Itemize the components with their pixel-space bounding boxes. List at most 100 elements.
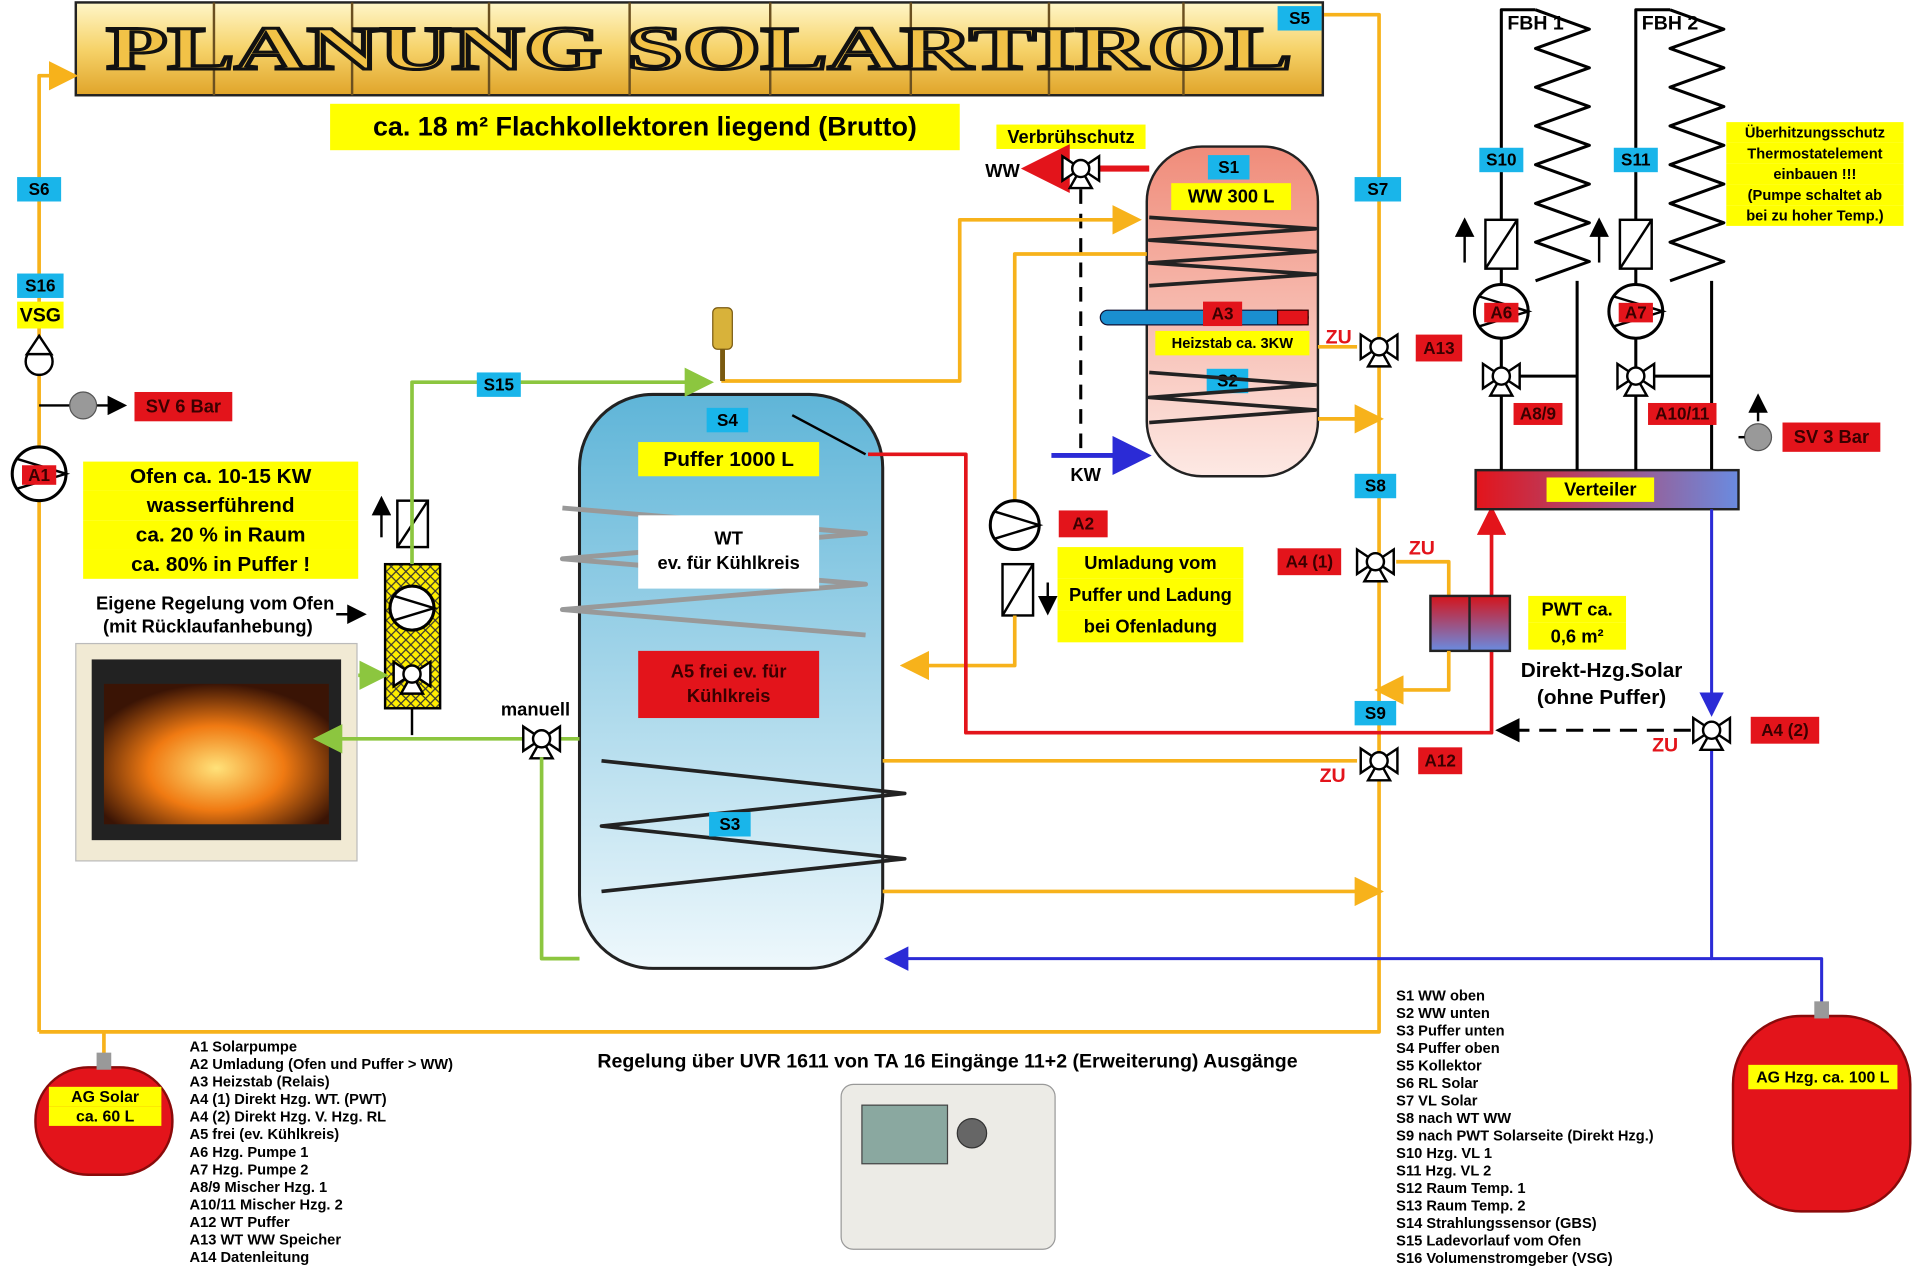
sensor-tag: S6: [29, 180, 50, 199]
output-tag: A2: [1072, 515, 1094, 534]
ww-label: WW: [985, 160, 1020, 181]
legend-item: S11 Hzg. VL 2: [1396, 1164, 1491, 1180]
valve: [1367, 553, 1384, 570]
label: Verbrühschutz: [1007, 126, 1134, 147]
output-tag: A6: [1490, 303, 1512, 322]
wt-label: WT: [714, 528, 743, 549]
legend-item: A10/11 Mischer Hzg. 2: [189, 1197, 342, 1213]
note: Eigene Regelung vom Ofen: [96, 592, 334, 613]
sensor-tag: S7: [1367, 180, 1388, 199]
vessel-cap: [97, 1053, 112, 1070]
legend-item: S6 RL Solar: [1396, 1076, 1478, 1092]
expansion-vessel: [1733, 1016, 1910, 1211]
output-tag: Kühlkreis: [687, 685, 771, 706]
pipe: [542, 757, 580, 958]
sensor-tag: S4: [717, 411, 738, 430]
pipe: [1670, 10, 1724, 281]
legend-item: A2 Umladung (Ofen und Puffer > WW): [189, 1057, 453, 1073]
label: Puffer 1000 L: [663, 448, 794, 471]
legend-item: S16 Volumenstromgeber (VSG): [1396, 1251, 1613, 1267]
heating-diagram: PLANUNG SOLARTIROLca. 18 m² Flachkollekt…: [0, 0, 1917, 1270]
note: Direkt-Hzg.Solar: [1521, 659, 1683, 682]
legend-item: A8/9 Mischer Hzg. 1: [189, 1180, 327, 1196]
legend-item: S10 Hzg. VL 1: [1396, 1146, 1492, 1162]
output-tag: A7: [1625, 303, 1647, 322]
label: Thermostatelement: [1747, 146, 1882, 162]
sensor-tag: S11: [1621, 151, 1651, 170]
label: Überhitzungsschutz: [1745, 125, 1885, 142]
kw-label: KW: [1070, 464, 1101, 485]
air-vent: [713, 308, 733, 350]
legend-item: S15 Ladevorlauf vom Ofen: [1396, 1234, 1581, 1250]
pipe: [1396, 562, 1449, 596]
label: ca. 60 L: [76, 1109, 135, 1126]
legend-item: A12 WT Puffer: [189, 1215, 290, 1231]
label: Heizstab ca. 3KW: [1172, 336, 1294, 352]
valve: [1371, 752, 1388, 769]
circuit-label: FBH 1: [1507, 13, 1564, 35]
sensor-tag: S15: [484, 375, 515, 394]
circuit-label: FBH 2: [1642, 13, 1699, 35]
pump: [990, 501, 1039, 550]
vessel-cap: [1814, 1001, 1829, 1018]
output-tag: SV 3 Bar: [1794, 426, 1869, 447]
label: 0,6 m²: [1551, 625, 1604, 646]
legend-item: A6 Hzg. Pumpe 1: [189, 1145, 308, 1161]
valve: [1371, 338, 1388, 355]
valve: [403, 666, 420, 683]
label: Umladung vom: [1084, 552, 1216, 573]
pump: [390, 586, 434, 630]
output-tag: A1: [28, 466, 50, 485]
legend-item: A14 Datenleitung: [189, 1250, 309, 1266]
sensor-tag: S3: [719, 815, 740, 834]
page: PLANUNG SOLARTIROLca. 18 m² Flachkollekt…: [0, 0, 1917, 1270]
output-tag: A5 frei ev. für: [671, 661, 787, 682]
sensor-tag: S10: [1486, 151, 1516, 170]
output-tag: A4 (1): [1286, 552, 1334, 571]
fire: [104, 684, 329, 824]
label: bei zu hoher Temp.): [1746, 209, 1884, 225]
sensor-tag: S16: [25, 276, 55, 295]
sensor-tag: S2: [1217, 372, 1238, 391]
zu-label: ZU: [1652, 734, 1678, 756]
output-tag: A8/9: [1520, 405, 1556, 424]
legend-item: S1 WW oben: [1396, 988, 1485, 1004]
legend-item: S12 Raum Temp. 1: [1396, 1181, 1525, 1197]
pipe: [721, 220, 1134, 381]
legend-item: A13 WT WW Speicher: [189, 1232, 341, 1248]
legend-item: S3 Puffer unten: [1396, 1023, 1504, 1039]
output-tag: A3: [1212, 305, 1234, 324]
sensor-tag: S9: [1365, 704, 1386, 723]
valve: [1627, 368, 1644, 385]
title: PLANUNG SOLARTIROL: [106, 16, 1292, 83]
legend-item: S4 Puffer oben: [1396, 1041, 1500, 1057]
heating-rod: [1278, 310, 1309, 325]
legend-item: S14 Strahlungssensor (GBS): [1396, 1216, 1597, 1232]
output-tag: A4 (2): [1761, 721, 1809, 740]
pipe: [1712, 959, 1822, 1004]
note: (mit Rücklaufanhebung): [103, 616, 313, 637]
legend-item: S13 Raum Temp. 2: [1396, 1199, 1525, 1215]
legend-item: A4 (1) Direkt Hzg. WT. (PWT): [189, 1092, 386, 1108]
sensor-tag: S5: [1289, 9, 1310, 28]
output-tag: A13: [1423, 339, 1454, 358]
pipe: [907, 615, 1015, 665]
zu-label: ZU: [1326, 326, 1352, 348]
label: bei Ofenladung: [1084, 616, 1217, 637]
legend-item: A5 frei (ev. Kühlkreis): [189, 1127, 339, 1143]
safety-valve: [1745, 424, 1772, 451]
label: einbauen !!!: [1773, 167, 1856, 183]
label: PWT ca.: [1541, 598, 1612, 619]
controller-note: Regelung über UVR 1611 von TA 16 Eingäng…: [597, 1051, 1297, 1073]
label: AG Solar: [71, 1089, 139, 1106]
label: AG Hzg. ca. 100 L: [1756, 1069, 1890, 1086]
pipe: [1382, 651, 1449, 690]
pipe: [39, 76, 71, 1032]
legend-item: S5 Kollektor: [1396, 1058, 1482, 1074]
valve: [1072, 160, 1089, 177]
pipe: [1536, 10, 1590, 281]
label: VSG: [20, 304, 61, 326]
zu-label: ZU: [1320, 765, 1346, 787]
manual-label: manuell: [501, 699, 570, 720]
output-tag: A10/11: [1655, 405, 1710, 424]
